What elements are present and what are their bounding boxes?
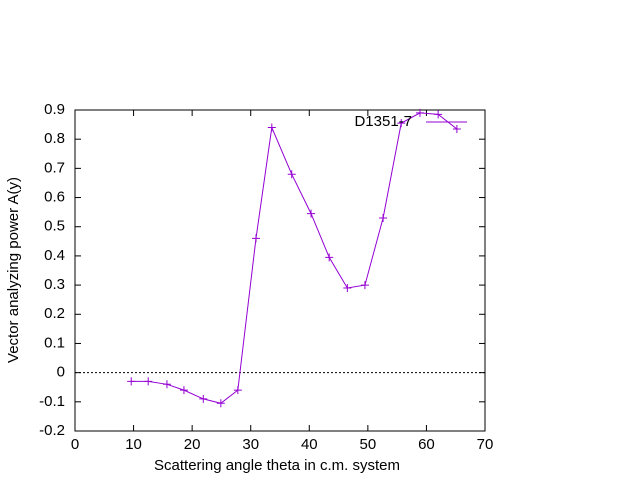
- data-point: [251, 234, 260, 243]
- x-tick-label: 20: [184, 436, 201, 453]
- data-point: [233, 386, 242, 395]
- x-tick-label: 50: [360, 436, 377, 453]
- data-point: [452, 124, 461, 133]
- data-point: [179, 386, 188, 395]
- data-point: [307, 209, 316, 218]
- data-point: [415, 108, 424, 117]
- y-tick-label: 0.7: [44, 159, 65, 176]
- x-tick-label: 40: [301, 436, 318, 453]
- x-tick-label: 0: [71, 436, 79, 453]
- data-point: [379, 213, 388, 222]
- y-tick-label: 0.2: [44, 305, 65, 322]
- y-axis-label: Vector analyzing power A(y): [5, 177, 22, 363]
- data-point: [325, 253, 334, 262]
- y-tick-label: 0.1: [44, 334, 65, 351]
- y-tick-label: 0: [57, 364, 65, 381]
- x-axis-label: Scattering angle theta in c.m. system: [154, 457, 400, 474]
- data-point: [360, 281, 369, 290]
- x-tick-label: 70: [477, 436, 494, 453]
- y-tick-label: 0.8: [44, 130, 65, 147]
- x-tick-label: 30: [242, 436, 259, 453]
- x-tick-label: 60: [418, 436, 435, 453]
- y-tick-label: 0.4: [44, 247, 65, 264]
- data-point: [144, 377, 153, 386]
- data-point: [162, 380, 171, 389]
- data-point: [216, 399, 225, 408]
- legend-label: D1351-7: [354, 113, 412, 130]
- data-point: [343, 284, 352, 293]
- y-tick-label: 0.3: [44, 276, 65, 293]
- data-line: [131, 112, 458, 404]
- y-tick-label: -0.1: [39, 393, 65, 410]
- x-tick-label: 10: [125, 436, 142, 453]
- plot-frame: [74, 109, 486, 432]
- y-tick-label: 0.6: [44, 189, 65, 206]
- data-point: [287, 170, 296, 179]
- data-point: [267, 123, 276, 132]
- y-tick-label: -0.2: [39, 422, 65, 439]
- y-tick-label: 0.9: [44, 101, 65, 118]
- data-point: [397, 119, 406, 128]
- data-point: [199, 394, 208, 403]
- data-point: [127, 377, 136, 386]
- data-point: [434, 110, 443, 119]
- y-tick-label: 0.5: [44, 218, 65, 235]
